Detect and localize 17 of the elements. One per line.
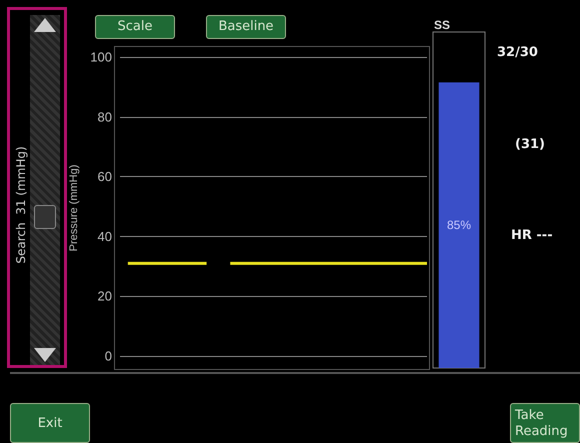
y-tick-label: 80 [98,109,112,124]
y-tick-label: 40 [98,228,112,244]
data-label: 85% [446,218,472,232]
y-axis-title: Pressure (mmHg) [68,164,80,252]
text: Baseline [206,15,286,39]
y-tick-label: 20 [98,288,112,304]
text: (31) [515,137,545,152]
y-tick-label: 60 [98,169,112,184]
text: HR --- [511,228,553,243]
y-tick-label: 100 [90,49,112,64]
text: 32/30 [497,45,538,60]
chart-title: SS [434,18,450,32]
text: Exit [10,403,90,443]
y-tick-label: 0 [104,348,112,364]
text: Search 31 (mmHg) [14,146,28,264]
text: Take Reading [510,403,580,443]
text: Scale [95,15,175,39]
